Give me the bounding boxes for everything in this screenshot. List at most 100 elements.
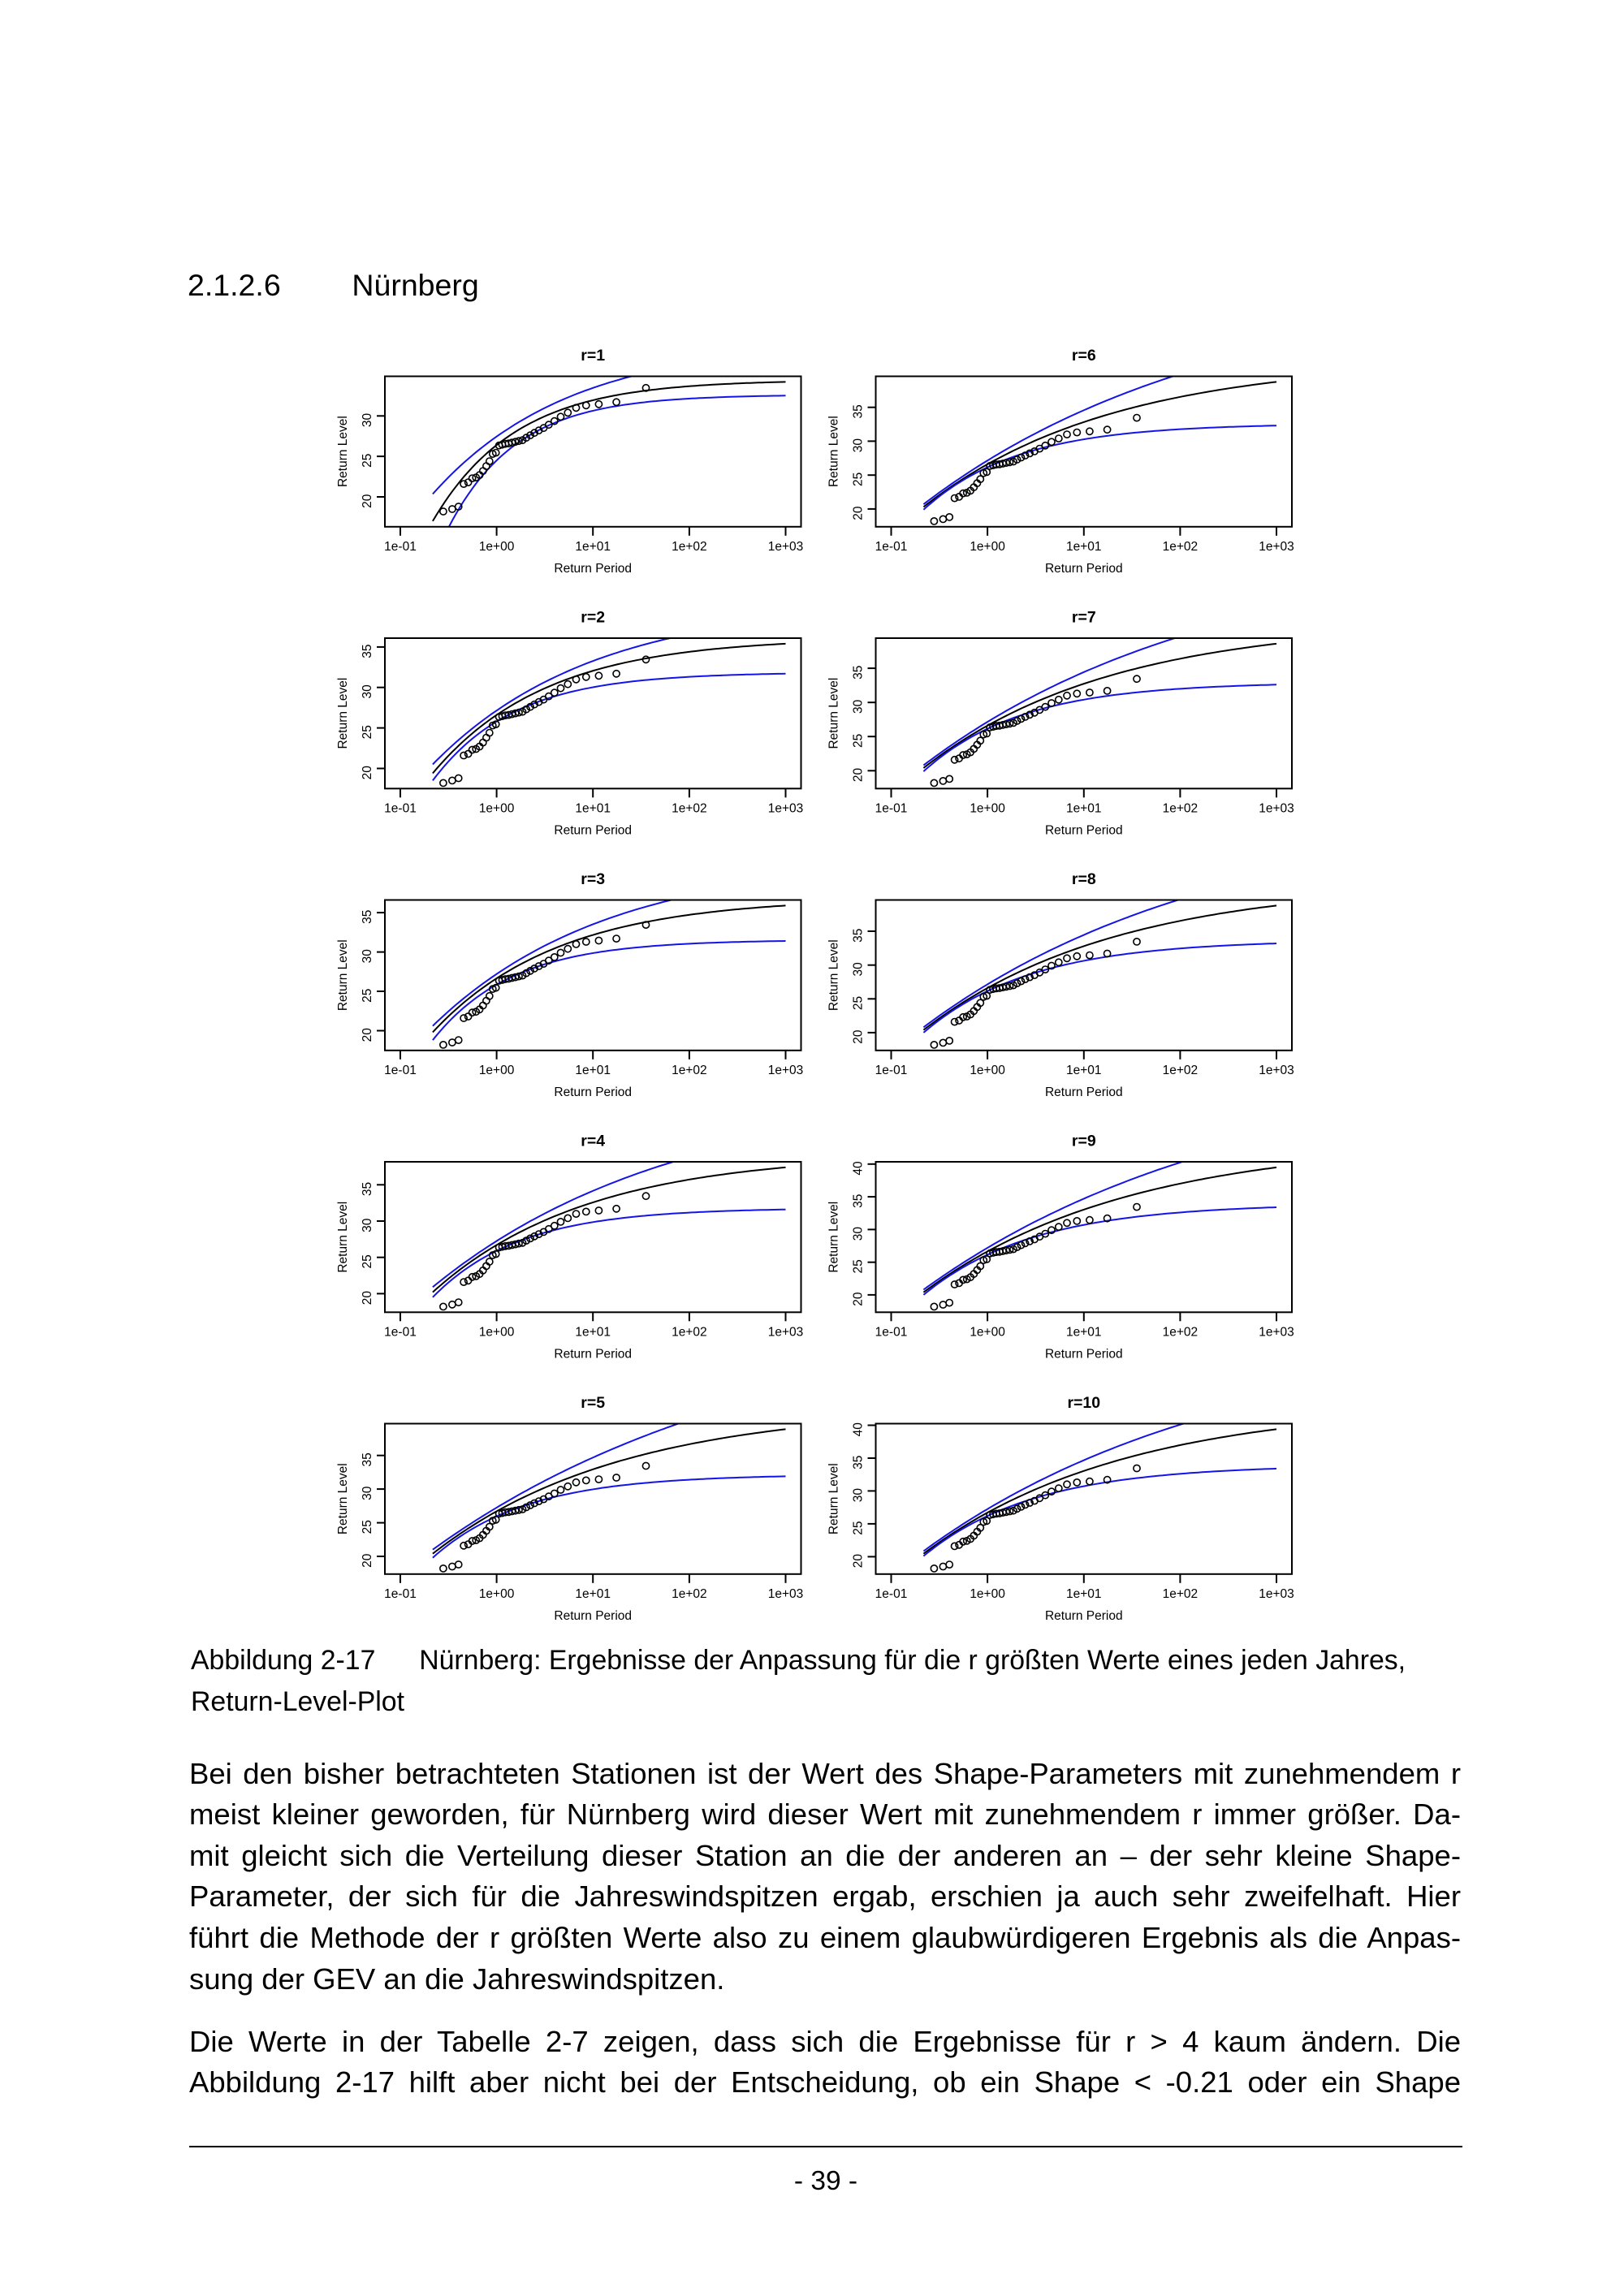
svg-text:1e+01: 1e+01	[1066, 801, 1102, 815]
svg-text:30: 30	[361, 1218, 374, 1232]
svg-text:1e+01: 1e+01	[1066, 1587, 1102, 1601]
svg-text:Return Level: Return Level	[336, 939, 350, 1011]
svg-text:1e+00: 1e+00	[970, 1587, 1005, 1601]
svg-text:20: 20	[361, 1553, 374, 1568]
svg-text:r=7: r=7	[1072, 609, 1096, 627]
svg-text:20: 20	[361, 494, 374, 508]
svg-text:20: 20	[361, 1028, 374, 1042]
svg-text:1e+01: 1e+01	[575, 540, 611, 554]
svg-text:1e+00: 1e+00	[970, 1064, 1005, 1077]
svg-text:1e+00: 1e+00	[479, 1064, 515, 1077]
svg-text:Return Level: Return Level	[336, 416, 350, 487]
svg-text:40: 40	[852, 1422, 866, 1437]
svg-text:30: 30	[852, 1488, 866, 1503]
svg-text:Return Period: Return Period	[1045, 562, 1123, 576]
svg-text:1e+03: 1e+03	[768, 801, 804, 815]
svg-text:Return Period: Return Period	[1045, 1085, 1123, 1099]
svg-text:1e+02: 1e+02	[672, 1064, 707, 1077]
svg-text:35: 35	[852, 1194, 866, 1208]
svg-text:25: 25	[852, 1521, 866, 1534]
svg-text:30: 30	[361, 413, 374, 428]
svg-text:Return Period: Return Period	[554, 823, 632, 837]
svg-text:Return Level: Return Level	[827, 678, 841, 749]
svg-text:Return Level: Return Level	[827, 1463, 841, 1534]
svg-text:20: 20	[852, 1029, 866, 1044]
svg-text:20: 20	[361, 766, 374, 780]
svg-text:r=3: r=3	[581, 870, 605, 888]
svg-text:25: 25	[852, 473, 866, 486]
svg-text:25: 25	[852, 1259, 866, 1273]
svg-text:1e+00: 1e+00	[970, 1325, 1005, 1339]
svg-text:20: 20	[361, 1291, 374, 1306]
svg-text:1e+03: 1e+03	[1259, 1064, 1294, 1077]
svg-text:1e-01: 1e-01	[875, 801, 908, 815]
svg-text:1e+02: 1e+02	[1163, 801, 1199, 815]
svg-text:30: 30	[361, 684, 374, 699]
svg-text:1e+01: 1e+01	[1066, 1064, 1102, 1077]
svg-text:1e+03: 1e+03	[768, 1064, 804, 1077]
svg-text:r=10: r=10	[1067, 1394, 1100, 1412]
svg-text:25: 25	[852, 996, 866, 1010]
svg-text:1e+03: 1e+03	[1259, 801, 1294, 815]
svg-text:1e+00: 1e+00	[479, 540, 515, 554]
svg-text:r=9: r=9	[1072, 1133, 1096, 1150]
svg-text:20: 20	[852, 768, 866, 783]
svg-text:1e-01: 1e-01	[875, 1064, 908, 1077]
svg-text:1e+02: 1e+02	[1163, 1064, 1199, 1077]
svg-text:r=5: r=5	[581, 1394, 605, 1412]
svg-text:1e+03: 1e+03	[1259, 1587, 1294, 1601]
svg-text:1e+03: 1e+03	[1259, 1325, 1294, 1339]
svg-text:Return Period: Return Period	[554, 1085, 632, 1099]
svg-text:30: 30	[852, 438, 866, 453]
svg-text:1e+02: 1e+02	[672, 540, 707, 554]
svg-text:20: 20	[852, 1292, 866, 1306]
svg-text:1e+02: 1e+02	[672, 1587, 707, 1601]
svg-text:1e+02: 1e+02	[1163, 540, 1199, 554]
svg-text:1e+02: 1e+02	[672, 801, 707, 815]
svg-text:r=2: r=2	[581, 609, 605, 627]
svg-text:40: 40	[852, 1161, 866, 1176]
svg-text:1e+00: 1e+00	[479, 801, 515, 815]
svg-text:1e+01: 1e+01	[575, 801, 611, 815]
svg-text:1e+01: 1e+01	[1066, 1325, 1102, 1339]
svg-text:Return Level: Return Level	[336, 1463, 350, 1534]
svg-text:35: 35	[361, 1182, 374, 1196]
svg-text:Return Level: Return Level	[827, 416, 841, 487]
svg-text:Return Period: Return Period	[1045, 823, 1123, 837]
svg-text:35: 35	[361, 910, 374, 924]
svg-text:25: 25	[852, 734, 866, 748]
svg-text:1e-01: 1e-01	[875, 540, 908, 554]
svg-text:1e+03: 1e+03	[768, 1587, 804, 1601]
svg-text:r=1: r=1	[581, 347, 605, 365]
svg-text:20: 20	[852, 1554, 866, 1569]
svg-text:1e+03: 1e+03	[768, 540, 804, 554]
svg-text:30: 30	[852, 699, 866, 714]
svg-text:25: 25	[361, 454, 374, 468]
svg-text:1e+02: 1e+02	[672, 1325, 707, 1339]
svg-text:Return Period: Return Period	[554, 1609, 632, 1623]
svg-text:Return Level: Return Level	[336, 1202, 350, 1273]
svg-text:1e+01: 1e+01	[575, 1325, 611, 1339]
svg-text:1e+00: 1e+00	[479, 1325, 515, 1339]
svg-text:Return Level: Return Level	[827, 939, 841, 1011]
svg-text:1e+03: 1e+03	[1259, 540, 1294, 554]
svg-text:1e+00: 1e+00	[970, 540, 1005, 554]
svg-text:Return Period: Return Period	[554, 562, 632, 576]
svg-text:20: 20	[852, 506, 866, 520]
svg-text:35: 35	[361, 1452, 374, 1466]
svg-text:35: 35	[852, 404, 866, 418]
svg-text:25: 25	[361, 725, 374, 739]
svg-text:35: 35	[852, 929, 866, 943]
svg-text:30: 30	[852, 962, 866, 977]
svg-text:1e-01: 1e-01	[384, 1325, 417, 1339]
svg-text:35: 35	[852, 666, 866, 680]
svg-text:30: 30	[361, 949, 374, 964]
svg-text:25: 25	[361, 1254, 374, 1268]
svg-text:r=8: r=8	[1072, 870, 1096, 888]
svg-text:1e-01: 1e-01	[384, 1587, 417, 1601]
svg-text:1e+02: 1e+02	[1163, 1587, 1199, 1601]
svg-text:35: 35	[852, 1456, 866, 1470]
svg-text:Return Period: Return Period	[1045, 1347, 1123, 1361]
svg-text:1e+02: 1e+02	[1163, 1325, 1199, 1339]
svg-text:1e-01: 1e-01	[875, 1325, 908, 1339]
